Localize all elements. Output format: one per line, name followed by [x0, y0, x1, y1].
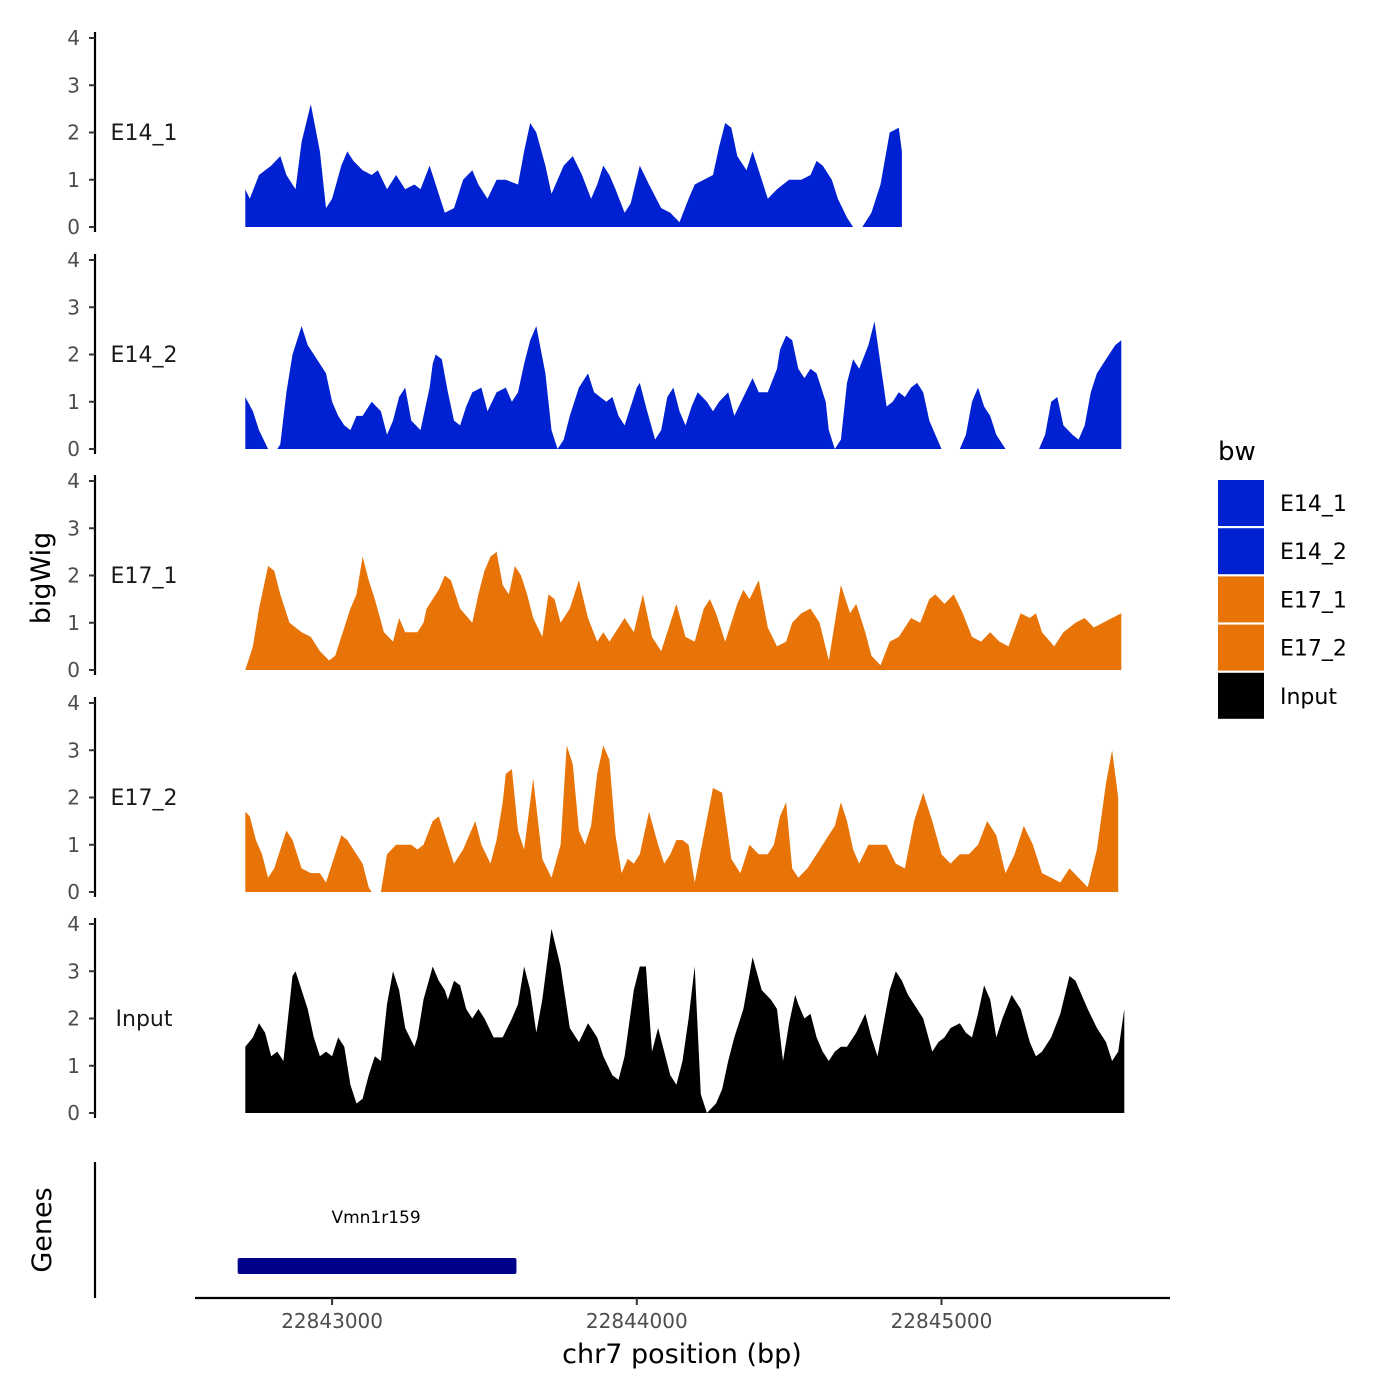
- x-tick-label: 22844000: [586, 1309, 688, 1333]
- y-tick-label: 0: [67, 437, 80, 461]
- x-tick-label: 22845000: [891, 1309, 993, 1333]
- legend: bw E14_1 E14_2 E17_1 E17_2 Input: [1218, 437, 1347, 719]
- gene-name-label: Vmn1r159: [331, 1208, 420, 1228]
- y-tick-label: 2: [67, 121, 80, 145]
- y-tick-label: 1: [67, 1054, 80, 1078]
- track-label: E14_1: [111, 121, 178, 146]
- track-Input: 0 1 2 3 4 Input: [67, 912, 1125, 1125]
- y-tick-label: 0: [67, 658, 80, 682]
- y-tick-label: 2: [67, 1007, 80, 1031]
- legend-swatch: [1218, 672, 1264, 719]
- y-tick-label: 3: [67, 738, 80, 762]
- signal-area-E17_2: [245, 745, 1119, 892]
- legend-label: E17_2: [1280, 637, 1347, 662]
- track-E14_1: 0 1 2 3 4 E14_1: [67, 26, 902, 239]
- legend-label: E17_1: [1280, 588, 1347, 613]
- y-tick-label: 4: [67, 469, 80, 493]
- y-tick-label: 4: [67, 691, 80, 715]
- bigwig-tracks: 0 1 2 3 4 E14_1 0 1 2 3 4 E14_2 0 1 2 3 4 E17_1 0 1 2 3 4 E17_2…: [67, 26, 1125, 1125]
- legend-label: Input: [1280, 685, 1337, 710]
- y-tick-label: 0: [67, 880, 80, 904]
- y-tick-label: 2: [67, 786, 80, 810]
- signal-area-E14_1: [245, 104, 902, 227]
- y-tick-label: 4: [67, 26, 80, 50]
- track-label: Input: [116, 1007, 173, 1032]
- y-tick-label: 1: [67, 833, 80, 857]
- y-tick-label: 4: [67, 912, 80, 936]
- track-E14_2: 0 1 2 3 4 E14_2: [67, 248, 1122, 461]
- gene-models: Vmn1r159: [237, 1208, 517, 1274]
- x-axis-title: chr7 position (bp): [562, 1339, 802, 1370]
- x-axis: 22843000 22844000 22845000 chr7 position (…: [195, 1296, 1170, 1370]
- y-tick-label: 3: [67, 73, 80, 97]
- legend-label: E14_2: [1280, 540, 1347, 565]
- genes-panel: Genes Vmn1r159: [27, 1162, 517, 1298]
- y-tick-label: 3: [67, 516, 80, 540]
- x-tick-label: 22843000: [281, 1309, 383, 1333]
- y-tick-label: 3: [67, 295, 80, 319]
- gene-body: [237, 1258, 517, 1274]
- y-tick-label: 2: [67, 564, 80, 588]
- genes-panel-title: Genes: [27, 1187, 58, 1272]
- y-tick-label: 1: [67, 611, 80, 635]
- track-label: E17_1: [111, 564, 178, 589]
- track-label: E17_2: [111, 786, 178, 811]
- y-tick-label: 2: [67, 343, 80, 367]
- y-tick-label: 1: [67, 168, 80, 192]
- signal-area-E14_2: [245, 321, 1122, 449]
- y-axis-title: bigWig: [26, 532, 57, 625]
- y-tick-label: 3: [67, 959, 80, 983]
- x-axis-ticks: 22843000 22844000 22845000: [281, 1298, 992, 1333]
- y-tick-label: 1: [67, 390, 80, 414]
- y-tick-label: 0: [67, 215, 80, 239]
- y-tick-label: 0: [67, 1101, 80, 1125]
- legend-label: E14_1: [1280, 492, 1347, 517]
- legend-swatch: [1218, 624, 1264, 671]
- legend-swatch: [1218, 480, 1264, 526]
- legend-title: bw: [1218, 437, 1256, 467]
- legend-swatch: [1218, 576, 1264, 623]
- signal-area-Input: [245, 928, 1125, 1113]
- track-E17_2: 0 1 2 3 4 E17_2: [67, 691, 1119, 904]
- y-tick-label: 4: [67, 248, 80, 272]
- legend-swatch: [1218, 528, 1264, 575]
- track-E17_1: 0 1 2 3 4 E17_1: [67, 469, 1122, 682]
- track-label: E14_2: [111, 343, 178, 368]
- signal-area-E17_1: [245, 551, 1122, 670]
